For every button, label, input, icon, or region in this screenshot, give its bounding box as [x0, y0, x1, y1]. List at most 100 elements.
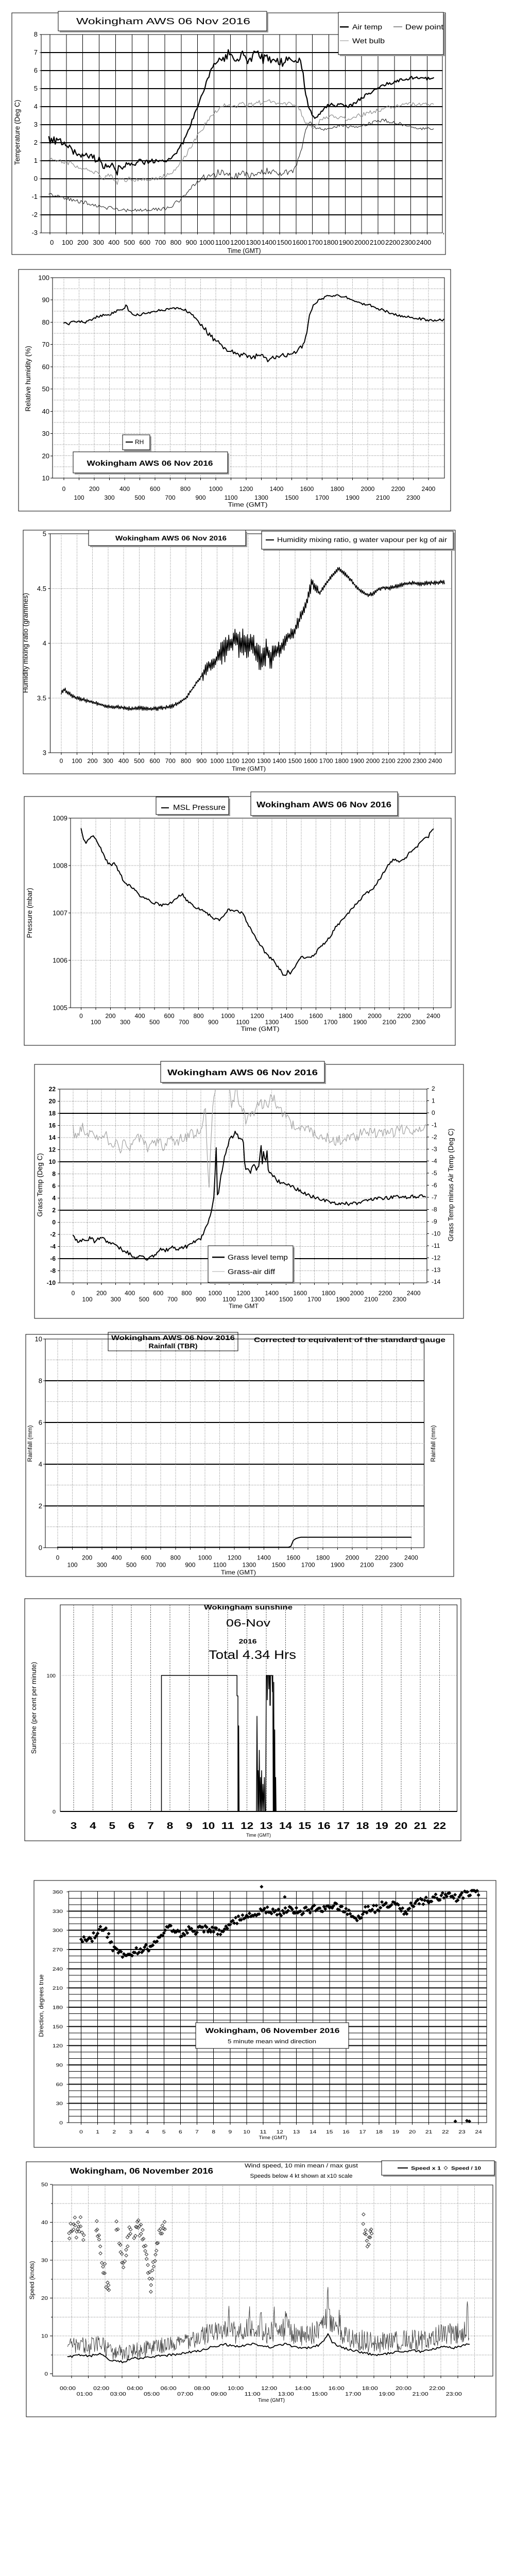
- svg-text:8: 8: [167, 1821, 174, 1831]
- svg-text:4: 4: [90, 1821, 96, 1831]
- svg-text:300: 300: [111, 1296, 121, 1303]
- svg-text:800: 800: [181, 1290, 192, 1297]
- svg-text:200: 200: [82, 1554, 92, 1562]
- svg-text:16: 16: [318, 1821, 331, 1831]
- svg-text:Wokingham, 06 November 2016: Wokingham, 06 November 2016: [205, 2026, 340, 2035]
- svg-text:24: 24: [475, 2129, 482, 2135]
- svg-text:1500: 1500: [279, 1296, 293, 1303]
- svg-text:1500: 1500: [288, 757, 302, 765]
- svg-text:0: 0: [52, 1219, 56, 1226]
- svg-text:Wokingham AWS 06 Nov 2016: Wokingham AWS 06 Nov 2016: [256, 801, 391, 809]
- svg-text:80: 80: [42, 318, 49, 326]
- svg-text:800: 800: [170, 1554, 181, 1562]
- svg-text:20: 20: [49, 1098, 56, 1105]
- svg-text:14: 14: [49, 1134, 56, 1141]
- svg-text:5 minute mean wind direction: 5 minute mean wind direction: [228, 2039, 316, 2045]
- svg-text:4: 4: [39, 1461, 42, 1468]
- svg-text:2: 2: [34, 139, 38, 146]
- svg-text:Direction, degrees true: Direction, degrees true: [38, 1974, 45, 2037]
- svg-text:1300: 1300: [257, 757, 271, 765]
- svg-text:2200: 2200: [379, 1290, 392, 1297]
- svg-text:360: 360: [53, 1890, 63, 1895]
- svg-text:Time (GMT): Time (GMT): [241, 1025, 280, 1032]
- svg-text:Time (GMT): Time (GMT): [246, 1833, 271, 1838]
- svg-text:-3: -3: [432, 1145, 437, 1153]
- svg-text:21:00: 21:00: [413, 2392, 429, 2397]
- svg-text:1: 1: [96, 2129, 99, 2135]
- svg-text:1200: 1200: [239, 485, 253, 493]
- svg-text:8: 8: [212, 2129, 215, 2135]
- svg-text:06:00: 06:00: [161, 2386, 177, 2392]
- svg-text:200: 200: [105, 1012, 115, 1020]
- svg-text:17: 17: [337, 1821, 350, 1831]
- svg-text:600: 600: [139, 239, 150, 246]
- svg-text:2000: 2000: [350, 1290, 364, 1297]
- svg-text:Speed (knots): Speed (knots): [28, 2261, 36, 2300]
- svg-text:5: 5: [43, 530, 46, 538]
- svg-text:900: 900: [196, 1296, 206, 1303]
- svg-text:18: 18: [376, 2129, 383, 2135]
- svg-text:30: 30: [41, 2258, 48, 2264]
- svg-text:3: 3: [34, 121, 38, 128]
- svg-text:50: 50: [41, 2182, 48, 2188]
- svg-text:330: 330: [53, 1909, 63, 1914]
- svg-text:Humidity mixing ratio, g water: Humidity mixing ratio, g water vapour pe…: [277, 536, 447, 544]
- svg-text:1800: 1800: [338, 1012, 352, 1020]
- svg-text:1900: 1900: [346, 494, 359, 501]
- svg-text:700: 700: [165, 494, 175, 501]
- svg-text:14:00: 14:00: [295, 2386, 311, 2392]
- svg-text:4: 4: [52, 1195, 56, 1202]
- svg-text:1800: 1800: [331, 485, 345, 493]
- svg-text:0: 0: [59, 2121, 63, 2126]
- svg-text:14: 14: [279, 1821, 292, 1831]
- svg-text:400: 400: [125, 1290, 135, 1297]
- svg-text:2: 2: [432, 1085, 435, 1092]
- svg-text:800: 800: [180, 485, 191, 493]
- svg-text:5: 5: [109, 1821, 116, 1831]
- svg-text:5: 5: [162, 2129, 166, 2135]
- svg-text:1700: 1700: [319, 757, 333, 765]
- svg-text:500: 500: [134, 494, 145, 501]
- svg-text:1900: 1900: [331, 1562, 345, 1569]
- svg-text:1400: 1400: [280, 1012, 294, 1020]
- svg-text:1500: 1500: [277, 239, 292, 246]
- svg-text:0: 0: [432, 1109, 435, 1116]
- svg-text:2100: 2100: [382, 757, 396, 765]
- svg-text:0: 0: [79, 2129, 83, 2135]
- svg-text:200: 200: [77, 239, 89, 246]
- svg-text:0: 0: [62, 485, 66, 493]
- svg-text:19: 19: [375, 1821, 388, 1831]
- svg-text:1300: 1300: [246, 239, 261, 246]
- svg-text:Wokingham sunshine: Wokingham sunshine: [204, 1603, 293, 1611]
- svg-text:18:00: 18:00: [362, 2386, 379, 2392]
- svg-text:18: 18: [49, 1110, 56, 1117]
- svg-text:60: 60: [42, 363, 49, 370]
- svg-text:1900: 1900: [336, 1296, 350, 1303]
- svg-text:30: 30: [42, 430, 49, 437]
- svg-text:13: 13: [293, 2129, 300, 2135]
- svg-text:1000: 1000: [198, 1554, 212, 1562]
- svg-text:90: 90: [56, 2063, 63, 2069]
- svg-text:20: 20: [409, 2129, 416, 2135]
- svg-text:1100: 1100: [226, 757, 239, 765]
- svg-text:1600: 1600: [304, 757, 318, 765]
- svg-text:7: 7: [195, 2129, 199, 2135]
- svg-text:23:00: 23:00: [446, 2392, 462, 2397]
- svg-text:Wokingham AWS 06 Nov 2016: Wokingham AWS 06 Nov 2016: [76, 16, 250, 26]
- svg-text:1500: 1500: [272, 1562, 286, 1569]
- svg-text:2300: 2300: [406, 494, 420, 501]
- svg-text:1: 1: [432, 1097, 435, 1104]
- svg-text:1000: 1000: [210, 757, 224, 765]
- svg-text:Relative humidity (%): Relative humidity (%): [24, 346, 32, 412]
- svg-text:1200: 1200: [230, 239, 245, 246]
- svg-text:2000: 2000: [354, 239, 369, 246]
- svg-text:10: 10: [49, 1158, 56, 1165]
- svg-text:500: 500: [134, 757, 144, 765]
- svg-text:900: 900: [196, 757, 207, 765]
- svg-text:12: 12: [49, 1146, 56, 1154]
- svg-text:200: 200: [96, 1290, 107, 1297]
- svg-text:500: 500: [126, 1562, 136, 1569]
- svg-text:2100: 2100: [364, 1296, 378, 1303]
- svg-text:1400: 1400: [261, 239, 276, 246]
- svg-text:1009: 1009: [53, 815, 67, 822]
